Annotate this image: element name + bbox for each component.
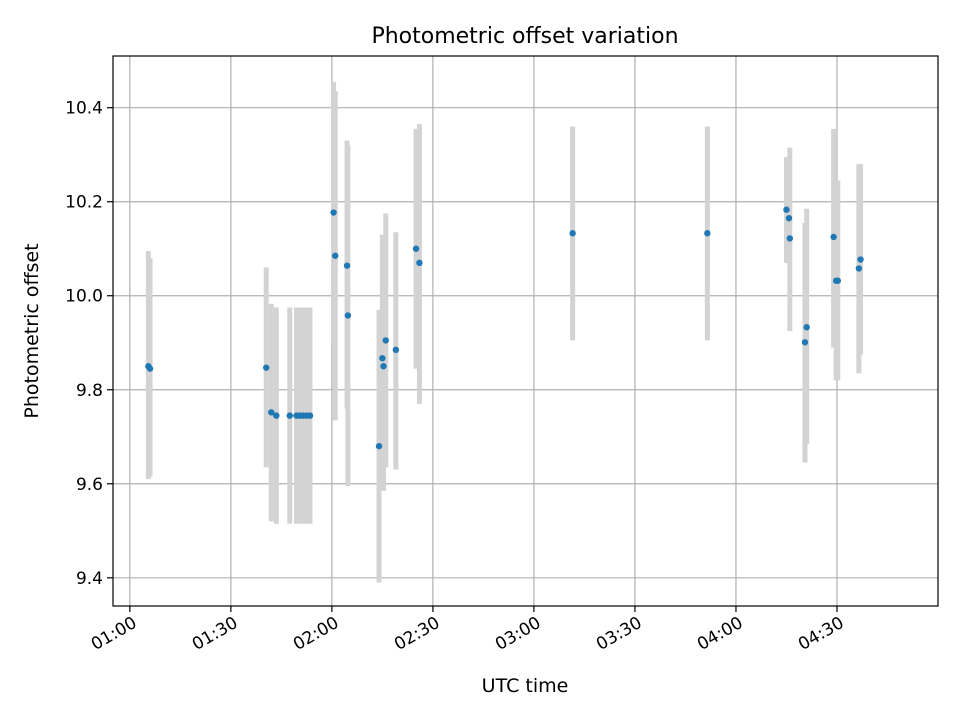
- data-point: [379, 355, 386, 362]
- data-point: [343, 262, 351, 269]
- y-tick-label: 9.8: [76, 381, 103, 401]
- data-point: [375, 442, 383, 450]
- data-point: [330, 209, 337, 216]
- y-axis-ticks: 9.4 9.6 9.8 10.0 10.2 10.4: [65, 99, 113, 589]
- data-point: [855, 265, 863, 272]
- data-point: [332, 252, 339, 259]
- y-tick-label: 10.4: [65, 99, 103, 119]
- data-point: [344, 312, 352, 319]
- chart-title: Photometric offset variation: [371, 24, 678, 49]
- y-axis-label: Photometric offset: [21, 243, 43, 418]
- data-point: [704, 230, 711, 237]
- y-tick-label: 10.0: [65, 287, 103, 307]
- data-point: [785, 214, 793, 222]
- data-point: [306, 412, 314, 419]
- data-point: [268, 409, 275, 416]
- data-point: [273, 412, 280, 419]
- y-tick-label: 9.4: [76, 569, 103, 589]
- data-point: [857, 256, 864, 263]
- data-point: [416, 259, 423, 267]
- data-point: [286, 412, 293, 419]
- data-point: [146, 365, 154, 372]
- data-point: [569, 230, 576, 237]
- data-point: [834, 277, 842, 284]
- data-point: [830, 233, 837, 241]
- data-point: [382, 337, 389, 344]
- y-tick-label: 10.2: [65, 193, 103, 213]
- data-point: [783, 206, 790, 213]
- data-point: [380, 363, 387, 370]
- axes-frame: [112, 55, 939, 607]
- data-point: [392, 346, 400, 354]
- data-point: [801, 339, 809, 346]
- data-point: [412, 245, 420, 252]
- data-point: [786, 235, 794, 242]
- y-tick-label: 9.6: [76, 475, 103, 495]
- data-point: [263, 364, 270, 371]
- x-axis-label: UTC time: [482, 675, 569, 697]
- data-point: [803, 324, 810, 331]
- data-points: [145, 206, 864, 450]
